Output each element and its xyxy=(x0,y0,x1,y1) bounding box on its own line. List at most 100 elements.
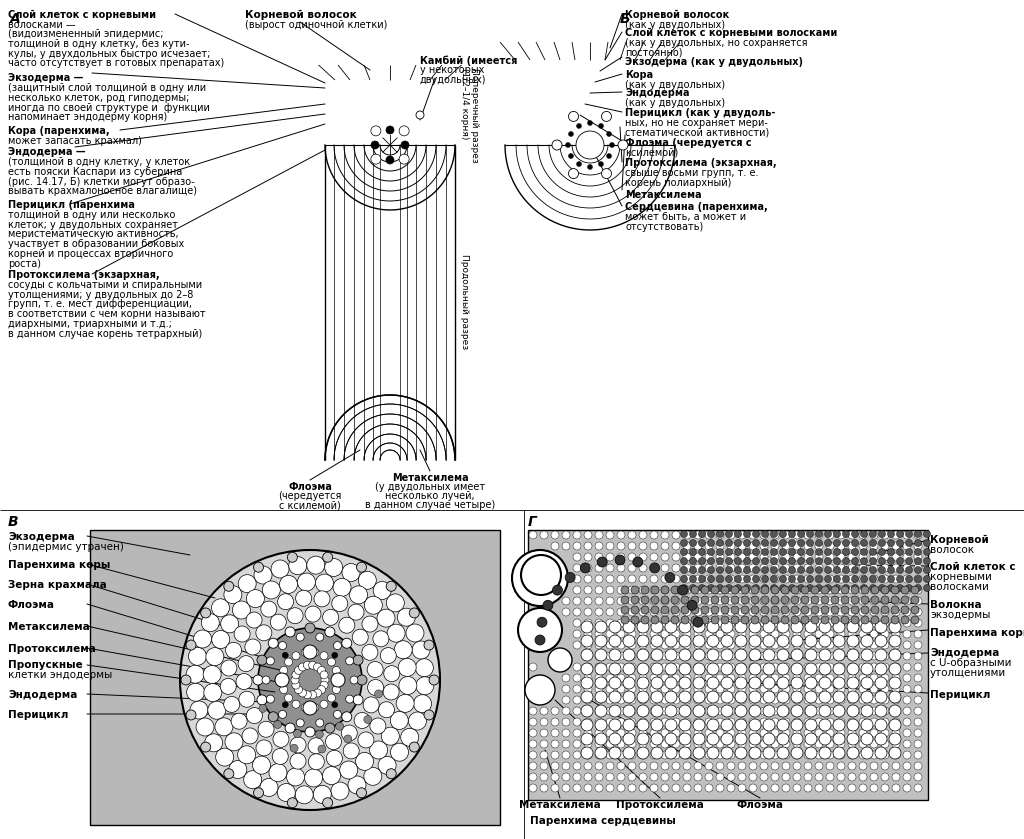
Circle shape xyxy=(738,729,746,737)
Circle shape xyxy=(373,631,389,647)
Circle shape xyxy=(837,641,845,649)
Circle shape xyxy=(771,641,779,649)
Circle shape xyxy=(641,586,649,594)
Circle shape xyxy=(551,707,559,715)
Circle shape xyxy=(804,707,812,715)
Circle shape xyxy=(628,531,636,539)
Circle shape xyxy=(807,557,813,565)
Circle shape xyxy=(804,729,812,737)
Circle shape xyxy=(837,619,845,627)
Text: может быть, а может и: может быть, а может и xyxy=(625,211,746,221)
Circle shape xyxy=(793,531,801,539)
Circle shape xyxy=(573,663,581,671)
Circle shape xyxy=(595,718,603,726)
Circle shape xyxy=(336,722,344,730)
Circle shape xyxy=(881,616,889,624)
Circle shape xyxy=(637,663,649,675)
Circle shape xyxy=(577,123,582,128)
Circle shape xyxy=(232,601,251,619)
Circle shape xyxy=(727,773,735,781)
Circle shape xyxy=(244,771,262,789)
Circle shape xyxy=(651,649,663,661)
Circle shape xyxy=(637,747,649,759)
Circle shape xyxy=(826,740,834,748)
Circle shape xyxy=(892,586,900,594)
Circle shape xyxy=(811,586,819,594)
Circle shape xyxy=(416,659,433,677)
Circle shape xyxy=(815,707,823,715)
Circle shape xyxy=(819,677,831,689)
Circle shape xyxy=(650,608,658,616)
Circle shape xyxy=(837,663,845,671)
Circle shape xyxy=(339,618,354,633)
Circle shape xyxy=(826,707,834,715)
Circle shape xyxy=(662,762,669,770)
Circle shape xyxy=(892,784,900,792)
Circle shape xyxy=(903,674,911,682)
Circle shape xyxy=(573,740,581,748)
Circle shape xyxy=(364,716,372,723)
Circle shape xyxy=(782,663,790,671)
Circle shape xyxy=(837,696,845,704)
Circle shape xyxy=(851,606,859,614)
Circle shape xyxy=(698,530,706,538)
Circle shape xyxy=(234,626,250,642)
Circle shape xyxy=(815,751,823,759)
Circle shape xyxy=(870,696,878,704)
Circle shape xyxy=(683,575,691,583)
Circle shape xyxy=(859,663,867,671)
Circle shape xyxy=(573,608,581,616)
Text: Эндодерма: Эндодерма xyxy=(625,88,689,98)
Circle shape xyxy=(679,719,691,731)
Circle shape xyxy=(771,608,779,616)
Circle shape xyxy=(903,707,911,715)
Circle shape xyxy=(707,663,719,675)
Circle shape xyxy=(788,585,796,591)
Circle shape xyxy=(762,539,768,546)
Circle shape xyxy=(826,553,834,561)
Circle shape xyxy=(595,677,607,689)
Circle shape xyxy=(903,597,911,605)
Circle shape xyxy=(716,597,724,605)
Text: Флоэма: Флоэма xyxy=(8,600,55,610)
Circle shape xyxy=(410,608,419,618)
Circle shape xyxy=(760,729,768,737)
Circle shape xyxy=(807,549,813,555)
Text: Протоксилема (экзархная,: Протоксилема (экзархная, xyxy=(625,158,776,168)
Circle shape xyxy=(639,575,647,583)
Circle shape xyxy=(760,597,768,605)
Circle shape xyxy=(301,649,309,656)
Circle shape xyxy=(689,576,696,582)
Circle shape xyxy=(295,685,302,694)
Circle shape xyxy=(924,566,931,574)
Text: свыше восьми групп, т. е.: свыше восьми групп, т. е. xyxy=(625,168,759,178)
Circle shape xyxy=(386,156,394,164)
Circle shape xyxy=(762,530,768,538)
Circle shape xyxy=(639,784,647,792)
Circle shape xyxy=(683,586,691,594)
Circle shape xyxy=(791,649,803,661)
Circle shape xyxy=(852,566,858,574)
Text: (у двудольных имеет: (у двудольных имеет xyxy=(375,482,485,492)
Circle shape xyxy=(639,674,647,682)
Circle shape xyxy=(717,585,724,591)
Circle shape xyxy=(903,586,911,594)
Text: Метаксилема: Метаксилема xyxy=(392,473,468,483)
Circle shape xyxy=(869,549,877,555)
Circle shape xyxy=(609,691,621,703)
Circle shape xyxy=(584,707,592,715)
Circle shape xyxy=(892,674,900,682)
Circle shape xyxy=(606,586,614,594)
Circle shape xyxy=(735,747,746,759)
Circle shape xyxy=(881,718,889,726)
Circle shape xyxy=(202,613,219,632)
Circle shape xyxy=(824,530,831,538)
Circle shape xyxy=(881,542,889,550)
Circle shape xyxy=(881,674,889,682)
Circle shape xyxy=(186,640,196,650)
Text: Волокна: Волокна xyxy=(930,600,982,610)
Circle shape xyxy=(708,549,715,555)
Circle shape xyxy=(650,740,658,748)
Circle shape xyxy=(717,549,724,555)
Circle shape xyxy=(924,585,931,591)
